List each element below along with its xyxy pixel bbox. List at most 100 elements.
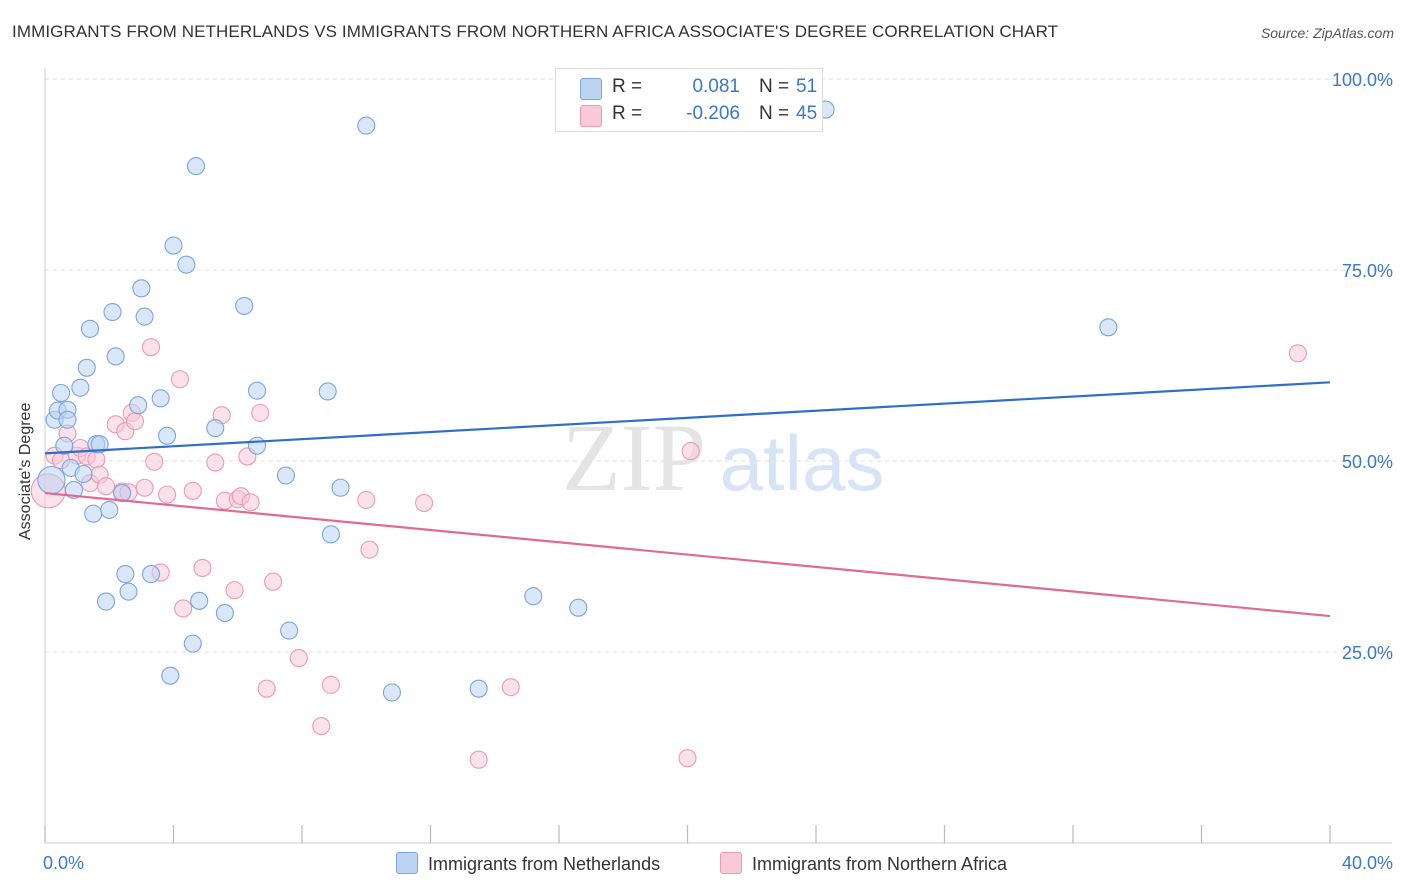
trend-lines (44, 381, 1331, 618)
y-tick-label: 50.0% (1342, 452, 1393, 472)
point-northern-africa (469, 750, 488, 769)
correlation-legend: R = 0.081 N = 51 R = -0.206 N = 45 (555, 68, 823, 132)
trend-line-netherlands (44, 381, 1331, 455)
point-northern-africa (681, 442, 700, 461)
point-netherlands (206, 419, 225, 438)
point-netherlands (100, 500, 119, 519)
source-credit: Source: ZipAtlas.com (1260, 25, 1394, 41)
x-tick-label-max: 40.0% (1342, 853, 1393, 873)
point-netherlands (141, 565, 161, 584)
point-northern-africa (415, 493, 434, 513)
point-northern-africa (206, 453, 225, 472)
point-northern-africa (135, 478, 154, 497)
chart-title: IMMIGRANTS FROM NETHERLANDS VS IMMIGRANT… (12, 22, 1059, 41)
point-northern-africa (501, 678, 520, 697)
point-netherlands (164, 236, 183, 255)
point-netherlands (129, 396, 148, 415)
legend-n-label: N = (759, 76, 790, 97)
point-netherlands (357, 116, 376, 135)
watermark-atlas: atlas (720, 419, 885, 507)
point-netherlands (1099, 318, 1118, 337)
point-northern-africa (170, 370, 189, 389)
point-netherlands (90, 435, 109, 454)
point-netherlands (186, 157, 206, 176)
y-tick-label: 100.0% (1332, 70, 1393, 90)
point-northern-africa (241, 493, 260, 512)
legend-item-northern-africa: Immigrants from Northern Africa (720, 852, 1007, 875)
point-netherlands (84, 504, 103, 523)
legend-r-value: -0.206 (686, 103, 740, 124)
point-northern-africa (289, 649, 308, 668)
y-tick-label: 25.0% (1342, 643, 1393, 663)
point-netherlands (382, 683, 402, 702)
legend-label-northern-africa: Immigrants from Northern Africa (752, 854, 1008, 874)
gridlines (45, 78, 1392, 653)
point-netherlands (280, 621, 299, 640)
series-netherlands-points (37, 100, 1118, 702)
point-northern-africa (141, 338, 161, 357)
point-netherlands (177, 255, 196, 274)
point-northern-africa (321, 675, 340, 694)
trend-line-northern-africa (44, 491, 1331, 618)
point-netherlands (132, 279, 151, 298)
point-netherlands (215, 603, 234, 623)
point-northern-africa (193, 558, 212, 578)
point-netherlands (74, 464, 93, 484)
point-netherlands (77, 358, 96, 377)
point-northern-africa (251, 403, 270, 422)
point-netherlands (190, 591, 209, 610)
point-netherlands (331, 478, 350, 497)
point-netherlands (235, 296, 254, 315)
point-netherlands (469, 679, 488, 698)
point-netherlands (247, 381, 267, 400)
legend-n-label: N = (759, 103, 790, 124)
point-northern-africa (125, 412, 144, 431)
point-netherlands (96, 592, 116, 611)
point-northern-africa (225, 581, 244, 600)
point-netherlands (71, 378, 90, 397)
point-netherlands (158, 426, 177, 445)
axes (44, 68, 1392, 844)
point-northern-africa (87, 450, 106, 469)
point-northern-africa (96, 477, 116, 496)
legend-n-value: 45 (796, 103, 818, 124)
point-northern-africa (357, 490, 376, 510)
point-netherlands (113, 484, 132, 503)
point-northern-africa (145, 452, 164, 471)
point-northern-africa (312, 717, 331, 736)
point-netherlands (276, 466, 295, 485)
point-netherlands (55, 436, 74, 455)
point-netherlands (569, 598, 588, 617)
point-northern-africa (1288, 344, 1307, 363)
x-tick-label-min: 0.0% (43, 853, 84, 873)
point-northern-africa (360, 540, 379, 559)
tick-labels: 25.0% 50.0% 75.0% 100.0% 0.0% 40.0% (43, 70, 1393, 873)
point-netherlands (37, 465, 66, 495)
point-northern-africa (158, 485, 177, 504)
point-netherlands (524, 587, 543, 606)
point-netherlands (80, 319, 100, 338)
point-netherlands (106, 347, 125, 366)
point-northern-africa (174, 599, 193, 618)
point-netherlands (52, 383, 71, 403)
point-netherlands (151, 389, 170, 408)
legend-r-label: R = (612, 76, 643, 97)
point-northern-africa (264, 572, 283, 591)
point-netherlands (58, 410, 77, 429)
legend-swatch-pink (580, 105, 602, 127)
legend-label-netherlands: Immigrants from Netherlands (428, 854, 661, 874)
point-netherlands (321, 525, 340, 544)
point-northern-africa (678, 749, 697, 768)
legend-r-label: R = (612, 103, 643, 124)
y-axis-label: Associate's Degree (17, 402, 34, 540)
point-netherlands (318, 382, 337, 401)
legend-item-netherlands: Immigrants from Netherlands (396, 852, 660, 875)
point-netherlands (116, 565, 135, 584)
point-netherlands (161, 666, 180, 685)
y-tick-label: 75.0% (1342, 261, 1393, 281)
point-netherlands (103, 302, 122, 322)
point-northern-africa (257, 679, 276, 698)
legend-swatch-blue (580, 78, 602, 100)
watermark: ZIP atlas (562, 404, 884, 511)
